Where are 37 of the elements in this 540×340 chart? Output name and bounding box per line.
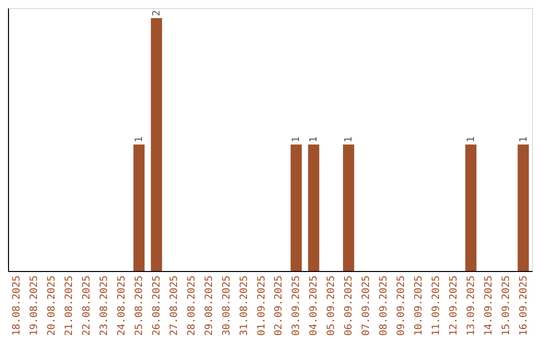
x-tick-label: 15.09.2025 [500, 276, 512, 336]
data-label: 1 [466, 136, 477, 143]
x-tick-label: 03.09.2025 [291, 276, 302, 336]
x-tick-label: 29.08.2025 [204, 276, 215, 336]
data-label: 1 [308, 136, 320, 143]
x-tick-label: 27.08.2025 [168, 276, 180, 336]
x-tick-label: 26.08.2025 [151, 276, 162, 336]
x-tick-label: 12.09.2025 [448, 276, 460, 336]
x-tick-label: 13.09.2025 [466, 276, 477, 336]
x-tick-label: 06.09.2025 [344, 276, 355, 336]
x-tick-label: 19.08.2025 [29, 276, 40, 336]
data-label: 1 [291, 136, 302, 143]
x-tick-label: 21.08.2025 [64, 276, 76, 336]
x-tick-label: 20.08.2025 [46, 276, 58, 336]
x-tick-label: 08.09.2025 [378, 276, 390, 336]
x-tick-label: 09.09.2025 [396, 276, 407, 336]
x-tick-label: 22.08.2025 [82, 276, 93, 336]
x-tick-label: 18.08.2025 [12, 276, 23, 336]
x-tick-label: 07.09.2025 [361, 276, 372, 336]
x-tick-label: 31.08.2025 [238, 276, 250, 336]
x-tick-label: 11.09.2025 [430, 276, 442, 336]
x-tick-label: 30.08.2025 [221, 276, 232, 336]
data-label: 1 [134, 136, 145, 143]
data-label: 1 [344, 136, 355, 143]
x-tick-label: 24.08.2025 [116, 276, 128, 336]
data-label: 2 [151, 10, 162, 16]
data-label: 1 [518, 136, 530, 143]
x-tick-label: 14.09.2025 [483, 276, 494, 336]
x-tick-label: 01.09.2025 [256, 276, 268, 336]
x-tick-label: 16.09.2025 [518, 276, 530, 336]
x-tick-label: 23.08.2025 [99, 276, 110, 336]
x-tick-label: 28.08.2025 [186, 276, 198, 336]
x-tick-label: 05.09.2025 [326, 276, 338, 336]
x-tick-label: 02.09.2025 [274, 276, 285, 336]
x-tick-label: 04.09.2025 [308, 276, 320, 336]
x-tick-label: 10.09.2025 [413, 276, 424, 336]
x-tick-label: 25.08.2025 [134, 276, 145, 336]
